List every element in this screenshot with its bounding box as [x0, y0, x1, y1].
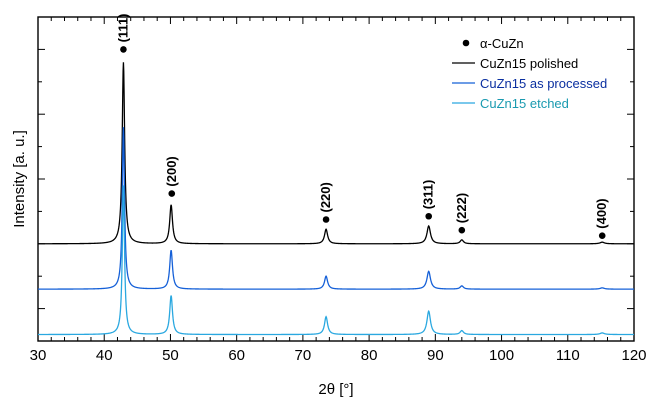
peak-label: (311) — [421, 180, 436, 210]
legend-dot-symbol — [462, 39, 470, 47]
x-tick-label: 120 — [621, 347, 646, 364]
y-axis-title: Intensity [a. u.] — [11, 130, 28, 228]
legend: α-CuZn CuZn15 polished CuZn15 as processed… — [452, 36, 607, 111]
x-tick-label: 80 — [361, 347, 378, 364]
x-tick-label: 30 — [30, 347, 47, 364]
legend-label: CuZn15 polished — [480, 56, 578, 71]
x-tick-label: 70 — [295, 347, 312, 364]
series-line — [38, 62, 634, 245]
phase-marker-dot — [458, 226, 466, 234]
peak-label: (220) — [318, 182, 333, 212]
x-tick-label: 110 — [556, 347, 580, 364]
phase-marker-dot — [168, 190, 176, 197]
x-tick-label: 90 — [427, 347, 444, 364]
series-line — [38, 127, 634, 290]
peak-label: (222) — [454, 193, 469, 223]
phase-marker-dot — [322, 216, 330, 223]
peak-label: (111) — [115, 13, 130, 42]
x-tick-label: 60 — [228, 347, 245, 364]
x-tick-label: 50 — [162, 347, 179, 364]
peak-label: (200) — [164, 156, 179, 186]
x-tick-label: 100 — [489, 347, 514, 364]
x-tick-label: 40 — [96, 347, 113, 364]
x-tick-labels: 30 40 50 60 70 80 90 100 110 120 — [30, 347, 647, 364]
series-line — [38, 185, 634, 336]
x-axis-title: 2θ [°] — [318, 381, 353, 398]
phase-markers: (111) (200) (220) (311) (222) (400) — [115, 13, 609, 239]
series-group — [38, 62, 634, 336]
axis-ticks — [37, 16, 635, 342]
legend-label: CuZn15 etched — [480, 96, 569, 111]
phase-marker-dot — [120, 46, 127, 53]
legend-label: α-CuZn — [480, 36, 524, 51]
peak-label: (400) — [594, 198, 609, 228]
legend-label: CuZn15 as processed — [480, 76, 607, 91]
phase-marker-dot — [598, 232, 606, 239]
phase-marker-dot — [425, 212, 433, 220]
